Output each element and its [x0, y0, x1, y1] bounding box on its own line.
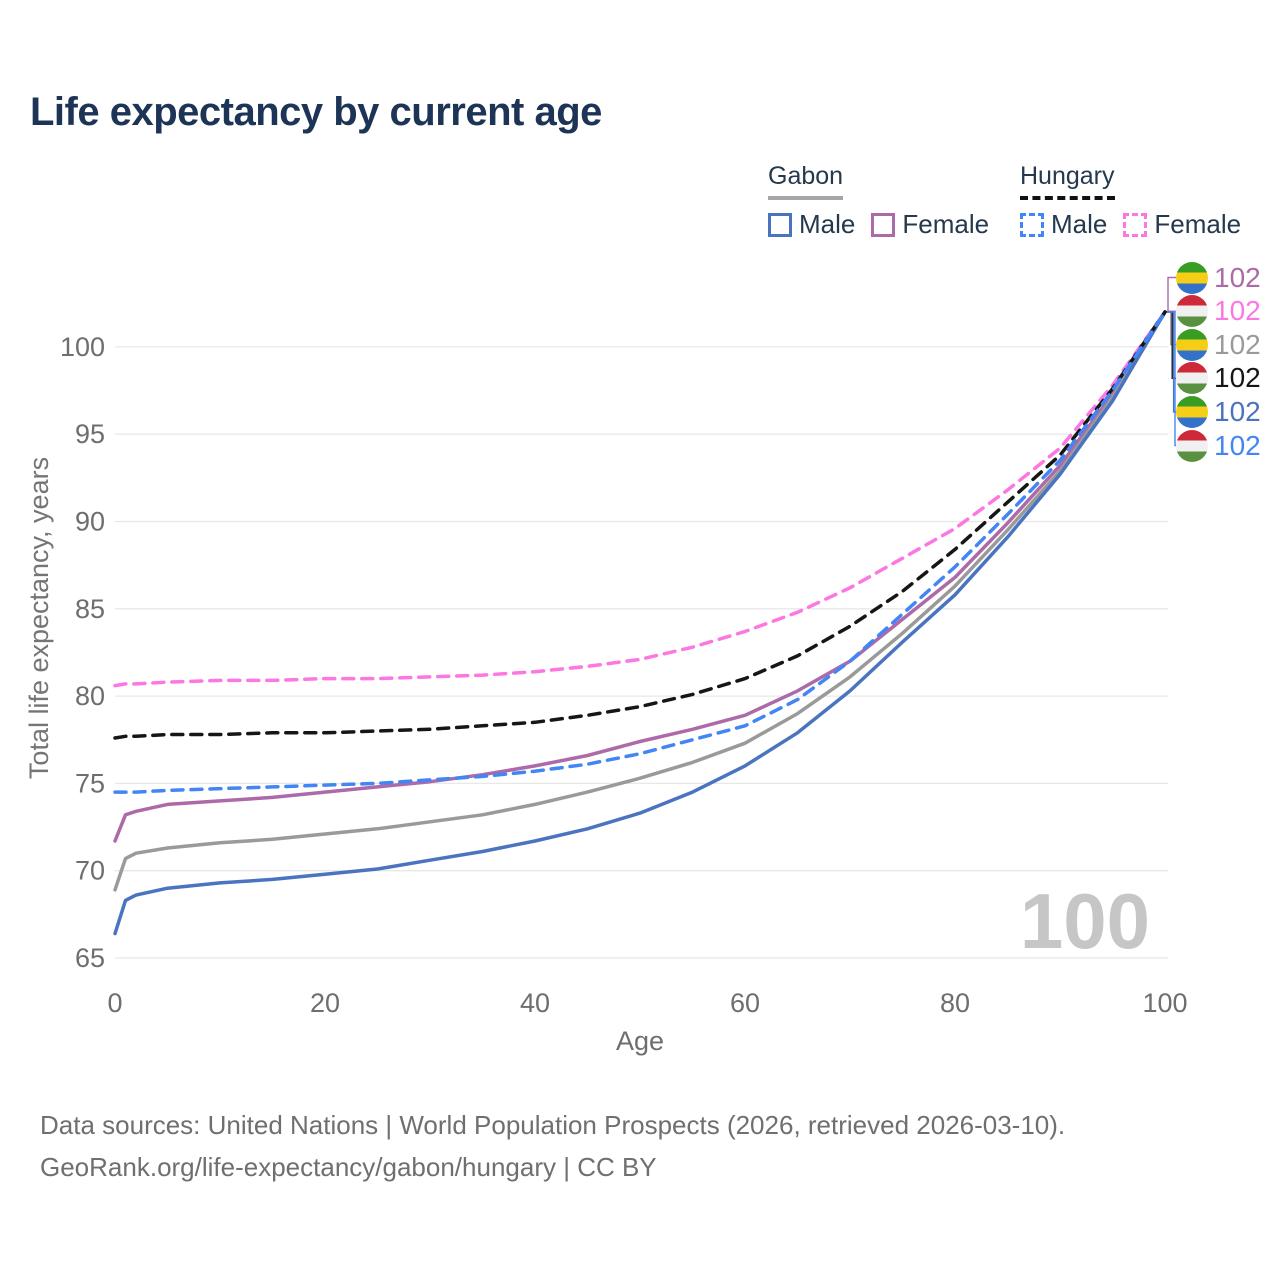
gabon-flag-icon: [1176, 261, 1208, 294]
end-label-row: 102: [1176, 362, 1261, 395]
hungary-flag-icon: [1176, 362, 1208, 395]
y-axis-title: Total life expectancy, years: [24, 457, 54, 779]
y-tick-label: 65: [75, 943, 105, 973]
hungary-flag-icon: [1176, 295, 1208, 328]
legend-label-hungary-male: Male: [1051, 209, 1108, 239]
footer-attribution: GeoRank.org/life-expectancy/gabon/hungar…: [40, 1152, 657, 1182]
gabon-female-swatch-icon: [871, 212, 896, 237]
x-tick-label: 80: [940, 988, 970, 1018]
legend-item-gabon-female[interactable]: Female: [871, 209, 989, 240]
end-label-row: 102: [1176, 328, 1261, 361]
legend-label-hungary-female: Female: [1154, 209, 1242, 239]
gabon-male-swatch-icon: [768, 212, 792, 237]
y-tick-label: 80: [75, 681, 105, 711]
end-label-row: 102: [1176, 429, 1261, 462]
series-line-gabon-female: [113, 310, 1167, 843]
series-line-gabon-male: [113, 310, 1167, 936]
series-line-hungary-male: [113, 310, 1167, 794]
end-value-gabon-male: 102: [1214, 395, 1261, 427]
x-tick-label: 60: [730, 988, 760, 1018]
x-tick-label: 40: [520, 988, 550, 1018]
footer: Data sources: United Nations | World Pop…: [40, 1104, 1065, 1188]
end-value-hungary-male: 102: [1214, 429, 1261, 461]
x-tick-label: 20: [310, 988, 340, 1018]
hungary-flag-icon: [1176, 429, 1208, 462]
legend-item-hungary-female[interactable]: Female: [1123, 209, 1241, 240]
page-title: Life expectancy by current age: [30, 90, 602, 134]
age-counter-watermark: 100: [1020, 877, 1150, 965]
end-value-gabon-total: 102: [1214, 328, 1261, 360]
y-tick-label: 75: [75, 768, 105, 798]
end-value-gabon-female: 102: [1214, 261, 1261, 293]
x-tick-label: 100: [1142, 988, 1187, 1018]
end-label-row: 102: [1176, 261, 1261, 294]
end-value-hungary-total: 102: [1214, 362, 1261, 394]
y-tick-label: 70: [75, 856, 105, 886]
legend-group-gabon: Gabon Male Female: [768, 162, 1005, 240]
series-line-hungary-total: [113, 310, 1167, 740]
legend-label-gabon-male: Male: [799, 209, 856, 239]
end-label-row: 102: [1176, 295, 1261, 328]
gabon-flag-icon: [1176, 395, 1208, 428]
footer-data-sources: Data sources: United Nations | World Pop…: [40, 1110, 1066, 1140]
leader-line: [1165, 311, 1176, 447]
series-line-hungary-female: [113, 310, 1167, 688]
hungary-male-swatch-icon: [1020, 212, 1044, 237]
hungary-female-swatch-icon: [1123, 212, 1148, 237]
x-tick-label: 0: [107, 988, 122, 1018]
series-line-gabon-total: [113, 310, 1167, 892]
gabon-flag-icon: [1176, 328, 1208, 361]
end-value-hungary-female: 102: [1214, 295, 1261, 327]
y-tick-label: 100: [60, 332, 105, 362]
x-axis-title: Age: [616, 1026, 664, 1056]
y-tick-label: 95: [75, 419, 105, 449]
legend-item-gabon-male[interactable]: Male: [768, 209, 855, 240]
legend-group-hungary: Hungary Male Female: [1020, 162, 1257, 240]
legend-header-hungary: Hungary: [1020, 162, 1115, 200]
end-label-row: 102: [1176, 395, 1261, 428]
leader-line: [1165, 276, 1176, 313]
legend-header-gabon: Gabon: [768, 162, 844, 200]
y-tick-label: 85: [75, 594, 105, 624]
legend-label-gabon-female: Female: [902, 209, 990, 239]
y-tick-label: 90: [75, 507, 105, 537]
legend-item-hungary-male[interactable]: Male: [1020, 209, 1107, 240]
